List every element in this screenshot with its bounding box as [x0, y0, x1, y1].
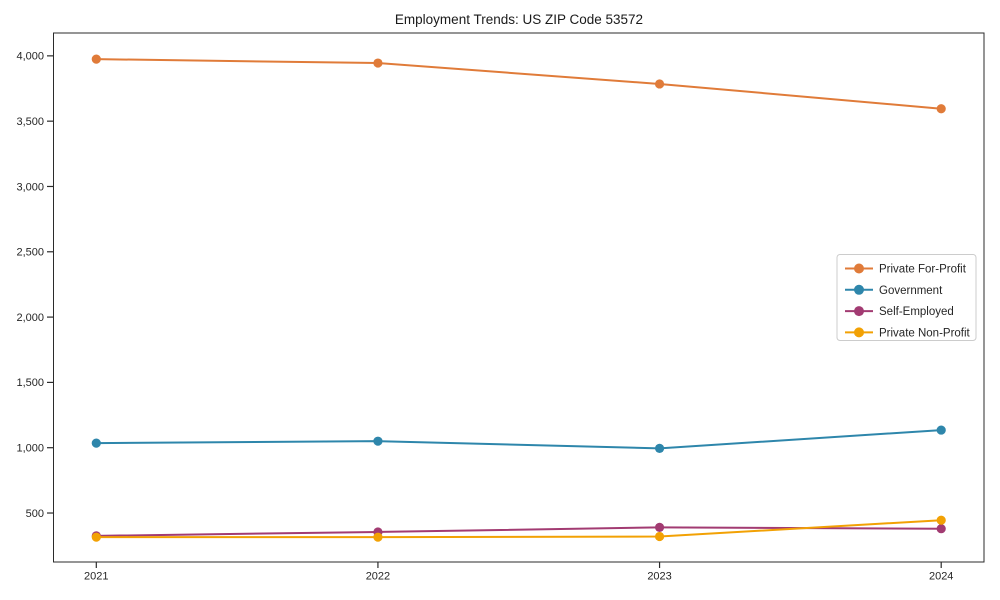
legend-swatch-marker [854, 306, 864, 317]
y-axis-tick-label: 3,000 [16, 181, 44, 193]
y-axis-tick-label: 500 [26, 508, 44, 520]
x-axis-tick-label: 2024 [929, 571, 953, 583]
x-axis-tick-label: 2022 [366, 571, 390, 583]
y-axis-tick-label: 3,500 [16, 116, 44, 128]
data-point-marker-private-for-profit [654, 79, 665, 89]
data-point-marker-government [373, 436, 383, 446]
chart-title: Employment Trends: US ZIP Code 53572 [395, 12, 643, 27]
y-axis-tick-label: 2,500 [16, 247, 44, 259]
legend-label: Private For-Profit [879, 264, 967, 276]
legend-item-private-non-profit: Private Non-Profit [845, 327, 971, 339]
legend-item-self-employed: Self-Employed [845, 306, 954, 318]
data-point-marker-self-employed [654, 522, 665, 532]
data-point-marker-government [654, 443, 665, 453]
data-point-marker-private-non-profit [91, 532, 101, 542]
legend-item-government: Government [845, 284, 943, 297]
series-line-private-non-profit [96, 519, 942, 539]
data-point-marker-private-for-profit [936, 104, 946, 114]
legend-item-private-for-profit: Private For-Profit [845, 263, 967, 276]
data-point-marker-private-for-profit [373, 58, 383, 68]
legend-box [836, 254, 977, 341]
data-point-marker-government [936, 425, 946, 435]
y-axis-tick-label: 2,000 [16, 312, 44, 324]
series-line-government [96, 429, 942, 450]
legend-swatch-marker [854, 284, 864, 295]
plot-border [53, 32, 985, 563]
data-point-marker-private-non-profit [936, 515, 946, 525]
plot-area: 500 1,000 1,500 2,000 2,500 3,000 3,500 4,000 20… [16, 32, 985, 583]
data-point-marker-private-non-profit [373, 532, 383, 542]
legend-label: Self-Employed [879, 306, 954, 318]
y-axis-tick-label: 1,000 [16, 443, 44, 455]
legend-swatch-marker [854, 327, 864, 338]
data-point-marker-government [91, 438, 101, 448]
legend-label: Government [879, 285, 943, 297]
data-point-marker-self-employed [936, 524, 946, 534]
data-point-marker-private-non-profit [654, 531, 665, 542]
series-line-private-for-profit [96, 58, 942, 110]
y-axis-tick-label: 4,000 [16, 51, 44, 63]
x-axis-tick-label: 2023 [647, 571, 671, 583]
data-point-marker-private-for-profit [91, 54, 101, 64]
legend-swatch-marker [854, 263, 864, 274]
y-axis-tick-label: 1,500 [16, 377, 44, 389]
legend-label: Private Non-Profit [879, 327, 971, 339]
x-axis-tick-label: 2021 [84, 571, 108, 583]
